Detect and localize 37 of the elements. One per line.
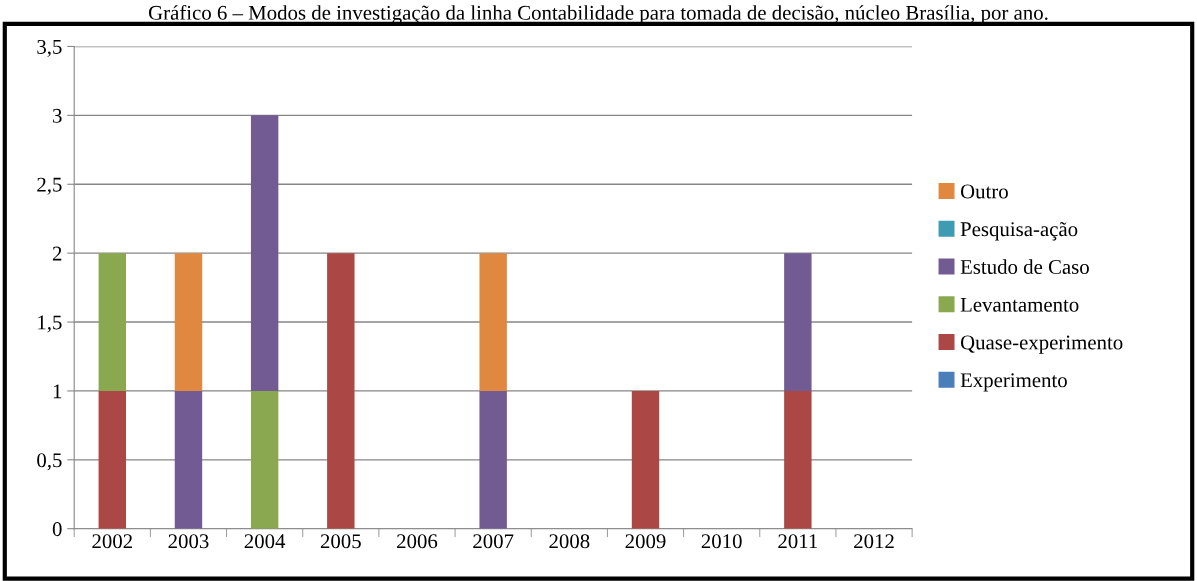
y-tick-label: 3 (52, 108, 62, 123)
legend-label: Pesquisa-ação (960, 221, 1078, 241)
y-tick-label: 2,5 (37, 177, 62, 195)
x-tick-label: 2012 (854, 534, 894, 549)
bar (174, 253, 203, 391)
x-tick-label: 2011 (778, 534, 818, 549)
x-tick-label: 2010 (701, 534, 742, 549)
x-tick-label: 2003 (168, 534, 209, 549)
y-tick-label: 1,5 (38, 315, 62, 333)
legend-label: Estudo de Caso (960, 259, 1089, 274)
y-tick-label: 1 (53, 384, 62, 399)
x-tick-label: 2005 (320, 534, 361, 549)
bar (327, 253, 355, 529)
bar (479, 390, 507, 529)
x-tick-label: 2007 (473, 534, 514, 549)
bar (250, 115, 279, 391)
bar (98, 253, 127, 391)
bar (784, 390, 812, 529)
x-tick-label: 2004 (244, 534, 286, 549)
bar (784, 253, 812, 391)
x-tick-label: 2008 (549, 534, 590, 549)
legend-label: Levantamento (960, 297, 1079, 312)
y-tick-label: 2 (52, 246, 62, 261)
y-tick-label: 3,5 (37, 39, 62, 57)
legend-label: Experimento (960, 373, 1067, 392)
legend-label: Outro (960, 184, 1008, 199)
bar (174, 390, 203, 529)
x-tick-label: 2009 (625, 534, 666, 549)
bar (631, 390, 660, 529)
x-tick-label: 2002 (92, 534, 132, 549)
y-tick-label: 0 (52, 522, 62, 537)
y-tick-label: 0,5 (37, 453, 62, 471)
bar (98, 390, 127, 529)
bar (250, 390, 279, 529)
x-tick-label: 2006 (397, 534, 438, 549)
bar (479, 253, 507, 391)
legend-label: Quase-experimento (960, 335, 1123, 354)
